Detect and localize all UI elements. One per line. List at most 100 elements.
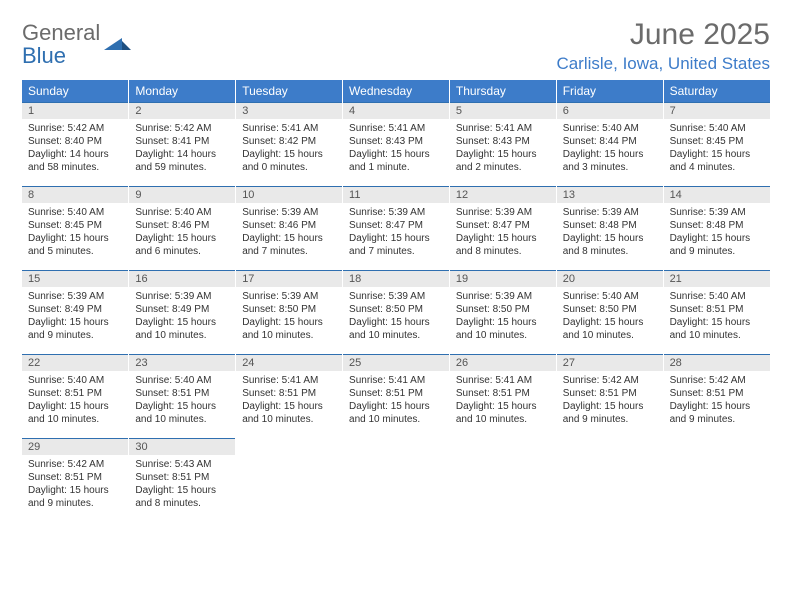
sunset-line: Sunset: 8:46 PM [135,219,229,232]
daylight-line: Daylight: 15 hours and 10 minutes. [456,316,550,342]
calendar-cell: 16Sunrise: 5:39 AMSunset: 8:49 PMDayligh… [129,270,236,348]
day-number: 27 [557,355,663,371]
calendar-cell: 29Sunrise: 5:42 AMSunset: 8:51 PMDayligh… [22,438,129,516]
day-body: Sunrise: 5:42 AMSunset: 8:51 PMDaylight:… [22,455,128,516]
daylight-line: Daylight: 14 hours and 58 minutes. [28,148,122,174]
day-number: 11 [343,187,449,203]
sunrise-line: Sunrise: 5:41 AM [242,374,336,387]
daylight-line: Daylight: 15 hours and 10 minutes. [456,400,550,426]
daylight-line: Daylight: 14 hours and 59 minutes. [135,148,229,174]
sunset-line: Sunset: 8:51 PM [670,303,764,316]
day-number: 18 [343,271,449,287]
sunset-line: Sunset: 8:46 PM [242,219,336,232]
day-number: 22 [22,355,128,371]
daylight-line: Daylight: 15 hours and 7 minutes. [242,232,336,258]
sunset-line: Sunset: 8:43 PM [456,135,550,148]
calendar-table: SundayMondayTuesdayWednesdayThursdayFrid… [22,80,770,516]
sunrise-line: Sunrise: 5:42 AM [135,122,229,135]
sunrise-line: Sunrise: 5:39 AM [349,206,443,219]
sunrise-line: Sunrise: 5:40 AM [28,206,122,219]
calendar-cell: 26Sunrise: 5:41 AMSunset: 8:51 PMDayligh… [449,354,556,432]
day-number: 20 [557,271,663,287]
sunrise-line: Sunrise: 5:40 AM [670,122,764,135]
header: General Blue June 2025 Carlisle, Iowa, U… [22,18,770,74]
weekday-header: Monday [129,80,236,102]
day-body: Sunrise: 5:42 AMSunset: 8:41 PMDaylight:… [129,119,235,180]
calendar-cell: 10Sunrise: 5:39 AMSunset: 8:46 PMDayligh… [236,186,343,264]
day-body: Sunrise: 5:39 AMSunset: 8:49 PMDaylight:… [129,287,235,348]
daylight-line: Daylight: 15 hours and 8 minutes. [456,232,550,258]
daylight-line: Daylight: 15 hours and 10 minutes. [563,316,657,342]
day-number: 30 [129,439,235,455]
sunrise-line: Sunrise: 5:39 AM [242,290,336,303]
calendar-week-row: 1Sunrise: 5:42 AMSunset: 8:40 PMDaylight… [22,102,770,180]
day-number: 23 [129,355,235,371]
day-body: Sunrise: 5:43 AMSunset: 8:51 PMDaylight:… [129,455,235,516]
daylight-line: Daylight: 15 hours and 10 minutes. [242,316,336,342]
weekday-header: Sunday [22,80,129,102]
day-number: 10 [236,187,342,203]
calendar-cell: 5Sunrise: 5:41 AMSunset: 8:43 PMDaylight… [449,102,556,180]
calendar-cell: 30Sunrise: 5:43 AMSunset: 8:51 PMDayligh… [129,438,236,516]
day-body: Sunrise: 5:41 AMSunset: 8:43 PMDaylight:… [450,119,556,180]
calendar-week-row: 15Sunrise: 5:39 AMSunset: 8:49 PMDayligh… [22,270,770,348]
day-body: Sunrise: 5:40 AMSunset: 8:46 PMDaylight:… [129,203,235,264]
daylight-line: Daylight: 15 hours and 10 minutes. [135,316,229,342]
day-number: 15 [22,271,128,287]
sunrise-line: Sunrise: 5:41 AM [349,122,443,135]
day-body: Sunrise: 5:39 AMSunset: 8:48 PMDaylight:… [664,203,770,264]
day-body: Sunrise: 5:39 AMSunset: 8:50 PMDaylight:… [343,287,449,348]
day-body: Sunrise: 5:40 AMSunset: 8:44 PMDaylight:… [557,119,663,180]
day-body: Sunrise: 5:39 AMSunset: 8:50 PMDaylight:… [450,287,556,348]
day-number: 9 [129,187,235,203]
day-body: Sunrise: 5:41 AMSunset: 8:51 PMDaylight:… [236,371,342,432]
sunset-line: Sunset: 8:51 PM [28,387,122,400]
sunrise-line: Sunrise: 5:40 AM [670,290,764,303]
day-body: Sunrise: 5:42 AMSunset: 8:40 PMDaylight:… [22,119,128,180]
sunset-line: Sunset: 8:42 PM [242,135,336,148]
sunset-line: Sunset: 8:51 PM [349,387,443,400]
day-number: 1 [22,103,128,119]
sunrise-line: Sunrise: 5:41 AM [242,122,336,135]
calendar-cell: 18Sunrise: 5:39 AMSunset: 8:50 PMDayligh… [343,270,450,348]
sunrise-line: Sunrise: 5:40 AM [28,374,122,387]
sunrise-line: Sunrise: 5:42 AM [28,458,122,471]
sunrise-line: Sunrise: 5:40 AM [563,290,657,303]
sunset-line: Sunset: 8:44 PM [563,135,657,148]
calendar-cell: 12Sunrise: 5:39 AMSunset: 8:47 PMDayligh… [449,186,556,264]
day-body: Sunrise: 5:42 AMSunset: 8:51 PMDaylight:… [557,371,663,432]
day-body: Sunrise: 5:39 AMSunset: 8:49 PMDaylight:… [22,287,128,348]
calendar-cell: 25Sunrise: 5:41 AMSunset: 8:51 PMDayligh… [343,354,450,432]
calendar-cell [663,438,770,516]
day-body: Sunrise: 5:40 AMSunset: 8:50 PMDaylight:… [557,287,663,348]
sunrise-line: Sunrise: 5:39 AM [28,290,122,303]
day-body: Sunrise: 5:41 AMSunset: 8:51 PMDaylight:… [343,371,449,432]
day-body: Sunrise: 5:40 AMSunset: 8:51 PMDaylight:… [129,371,235,432]
sunset-line: Sunset: 8:45 PM [28,219,122,232]
day-number: 3 [236,103,342,119]
daylight-line: Daylight: 15 hours and 1 minute. [349,148,443,174]
calendar-cell: 3Sunrise: 5:41 AMSunset: 8:42 PMDaylight… [236,102,343,180]
daylight-line: Daylight: 15 hours and 10 minutes. [349,316,443,342]
sunrise-line: Sunrise: 5:39 AM [135,290,229,303]
sunrise-line: Sunrise: 5:41 AM [456,122,550,135]
sunset-line: Sunset: 8:50 PM [456,303,550,316]
sunrise-line: Sunrise: 5:40 AM [135,374,229,387]
weekday-header: Friday [556,80,663,102]
sunset-line: Sunset: 8:51 PM [242,387,336,400]
calendar-cell [449,438,556,516]
calendar-cell: 7Sunrise: 5:40 AMSunset: 8:45 PMDaylight… [663,102,770,180]
daylight-line: Daylight: 15 hours and 4 minutes. [670,148,764,174]
page-title: June 2025 [556,18,770,52]
daylight-line: Daylight: 15 hours and 10 minutes. [28,400,122,426]
calendar-cell: 6Sunrise: 5:40 AMSunset: 8:44 PMDaylight… [556,102,663,180]
sunset-line: Sunset: 8:47 PM [456,219,550,232]
sunset-line: Sunset: 8:40 PM [28,135,122,148]
daylight-line: Daylight: 15 hours and 10 minutes. [349,400,443,426]
sunrise-line: Sunrise: 5:39 AM [670,206,764,219]
calendar-cell: 22 Sunrise: 5:40 AMSunset: 8:51 PMDayligh… [22,354,129,432]
calendar-cell: 1Sunrise: 5:42 AMSunset: 8:40 PMDaylight… [22,102,129,180]
sunrise-line: Sunrise: 5:40 AM [563,122,657,135]
day-number: 16 [129,271,235,287]
calendar-cell: 21Sunrise: 5:40 AMSunset: 8:51 PMDayligh… [663,270,770,348]
